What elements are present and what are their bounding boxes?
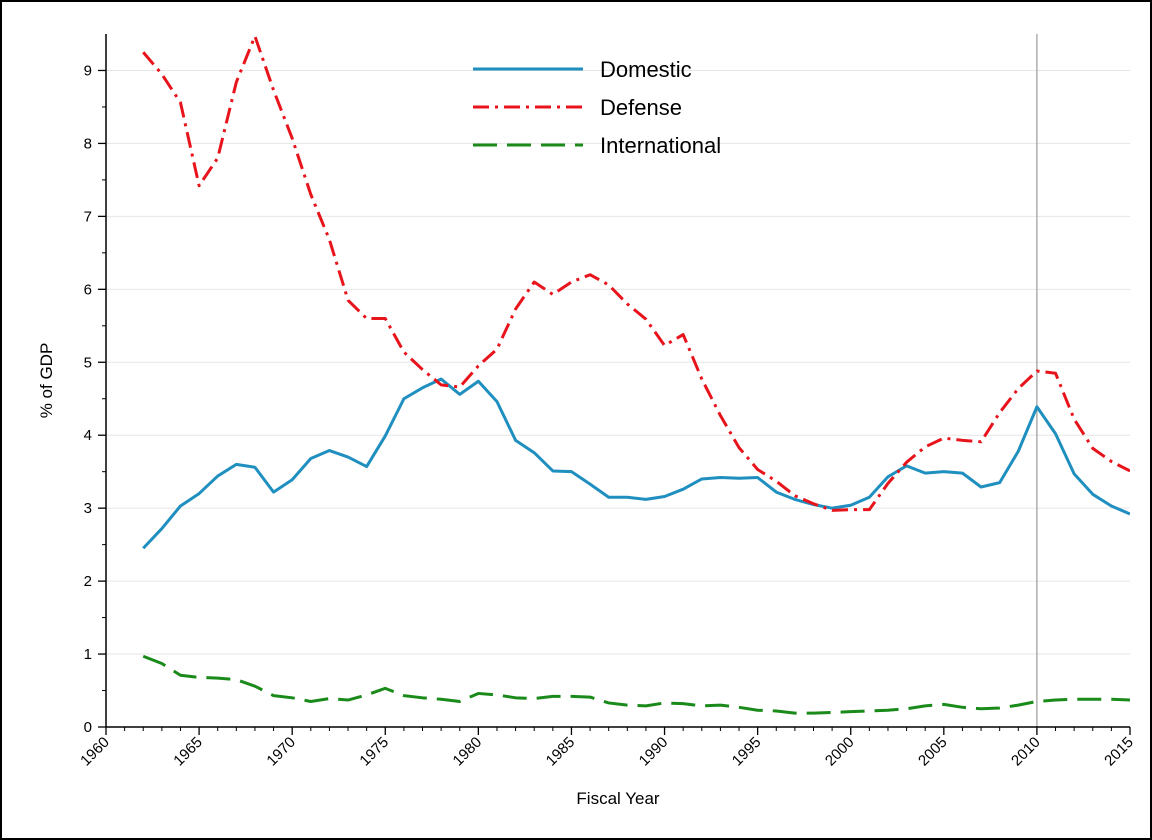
legend-label-international: International [600,133,721,158]
x-tick-label: 1985 [543,734,579,770]
series-line-international [142,654,1130,715]
y-tick-label: 0 [84,719,92,736]
series-line-defense [142,34,1130,512]
series-lines [142,34,1130,715]
axes [105,34,1130,728]
y-tick-label: 7 [84,208,92,225]
x-tick-label: 1970 [263,734,299,770]
legend-label-defense: Defense [600,95,682,120]
y-tick-label: 9 [84,62,92,79]
x-tick-label: 1975 [356,734,392,770]
x-tick-label: 2015 [1101,734,1137,770]
x-tick-label: 1965 [170,734,206,770]
y-ticks: 0 1 2 3 4 5 6 7 8 9 [84,62,106,736]
x-tick-label: 1995 [729,734,765,770]
y-tick-label: 8 [84,135,92,152]
y-tick-label: 2 [84,573,92,590]
x-axis-title: Fiscal Year [576,789,659,808]
y-tick-label: 1 [84,646,92,663]
y-axis-title: % of GDP [37,343,56,419]
x-tick-label: 2010 [1008,734,1044,770]
x-tick-label: 2000 [822,734,858,770]
x-tick-label: 1960 [77,734,113,770]
x-tick-label: 2005 [915,734,951,770]
y-tick-label: 4 [84,427,92,444]
x-tick-label: 1980 [450,734,486,770]
legend-label-domestic: Domestic [600,57,692,82]
x-ticks: 1960 1965 1970 1975 1980 1985 1990 1995 2000 2005… [77,727,1137,769]
y-tick-label: 5 [84,354,92,371]
gridlines [106,69,1130,655]
series-line-domestic [142,377,1130,550]
x-tick-label: 1990 [636,734,672,770]
y-tick-label: 3 [84,500,92,517]
y-tick-label: 6 [84,281,92,298]
legend: Domestic Defense International [473,57,721,158]
